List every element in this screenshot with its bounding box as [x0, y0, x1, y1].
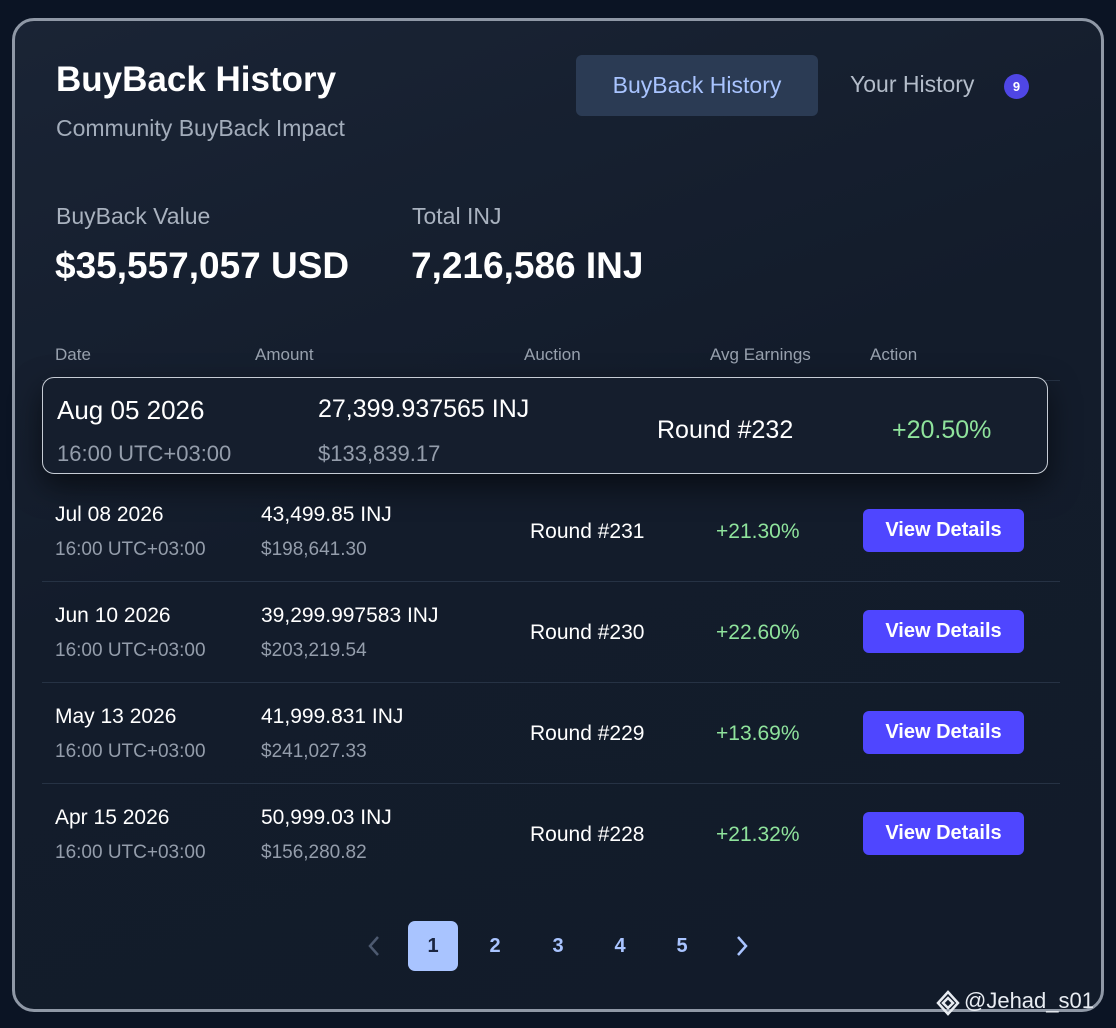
auction: Round #229	[530, 722, 645, 745]
view-details-button[interactable]: View Details	[863, 509, 1024, 552]
auction: Round #232	[657, 416, 794, 444]
stat-value: $35,557,057 USD	[55, 245, 350, 286]
page-button[interactable]: 2	[489, 934, 501, 957]
stat-label: BuyBack Value	[56, 203, 211, 229]
prev-arrow[interactable]	[364, 934, 384, 958]
badge: 9	[1004, 74, 1029, 99]
divider	[42, 682, 1060, 683]
date: Jul 08 2026	[55, 503, 164, 526]
date: Aug 05 2026	[57, 395, 205, 425]
page-button[interactable]: 4	[614, 934, 626, 957]
auction: Round #228	[530, 823, 645, 846]
earnings: +22.60%	[716, 621, 800, 644]
date: Apr 15 2026	[55, 806, 170, 829]
usd: $203,219.54	[261, 640, 367, 661]
time: 16:00 UTC+03:00	[55, 741, 206, 762]
time: 16:00 UTC+03:00	[55, 842, 206, 863]
watermark-logo	[936, 990, 960, 1016]
view-details-button[interactable]: View Details	[863, 711, 1024, 754]
column-header: Action	[870, 345, 918, 364]
column-header: Amount	[255, 345, 314, 364]
usd: $241,027.33	[261, 741, 367, 762]
highlighted-row[interactable]	[42, 377, 1048, 474]
column-header: Date	[55, 345, 91, 364]
auction: Round #230	[530, 621, 645, 644]
page-button[interactable]: 5	[676, 934, 688, 957]
time: 16:00 UTC+03:00	[55, 539, 206, 560]
date: May 13 2026	[55, 705, 177, 728]
earnings: +21.30%	[716, 520, 800, 543]
stat-value: 7,216,586 INJ	[411, 245, 644, 286]
earnings: +21.32%	[716, 823, 800, 846]
column-header: Avg Earnings	[710, 345, 811, 364]
tab-active[interactable]: BuyBack History	[576, 55, 818, 116]
amount: 41,999.831 INJ	[261, 705, 404, 728]
amount: 39,299.997583 INJ	[261, 604, 439, 627]
amount: 43,499.85 INJ	[261, 503, 392, 526]
usd: $198,641.30	[261, 539, 367, 560]
watermark: @Jehad_s01	[964, 988, 1094, 1013]
time: 16:00 UTC+03:00	[57, 441, 232, 466]
time: 16:00 UTC+03:00	[55, 640, 206, 661]
column-header: Auction	[524, 345, 581, 364]
subtitle: Community BuyBack Impact	[56, 115, 345, 141]
amount: 27,399.937565 INJ	[318, 395, 530, 423]
usd: $133,839.17	[318, 441, 441, 466]
divider	[42, 783, 1060, 784]
earnings: +20.50%	[892, 416, 992, 444]
title: BuyBack History	[56, 60, 337, 99]
page-button[interactable]: 1	[408, 921, 458, 971]
divider	[42, 581, 1060, 582]
view-details-button[interactable]: View Details	[863, 610, 1024, 653]
view-details-button[interactable]: View Details	[863, 812, 1024, 855]
auction: Round #231	[530, 520, 645, 543]
usd: $156,280.82	[261, 842, 367, 863]
date: Jun 10 2026	[55, 604, 171, 627]
amount: 50,999.03 INJ	[261, 806, 392, 829]
stat-label: Total INJ	[412, 203, 502, 229]
next-arrow[interactable]	[732, 934, 752, 958]
earnings: +13.69%	[716, 722, 800, 745]
tab[interactable]: Your History	[850, 71, 975, 97]
page-button[interactable]: 3	[552, 934, 564, 957]
